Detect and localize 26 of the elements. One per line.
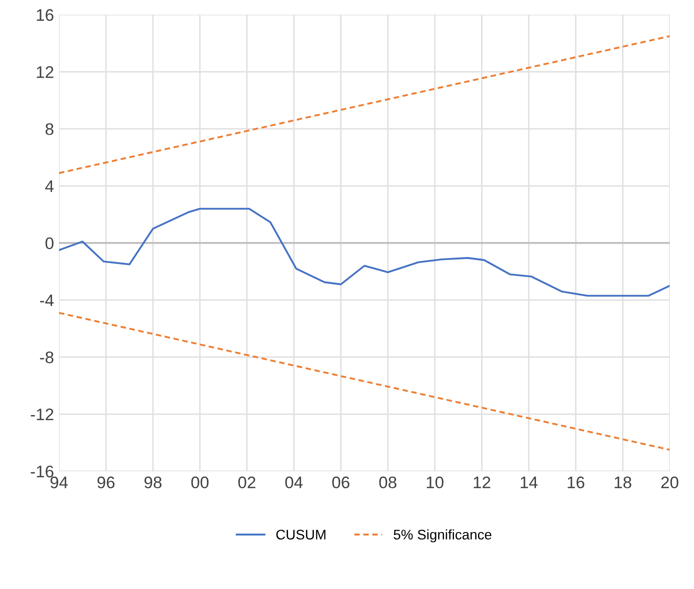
- line-series: [58, 208, 670, 297]
- y-tick-label: -4: [40, 294, 54, 306]
- x-tick-label: 96: [97, 476, 115, 488]
- x-tick-label: 00: [191, 476, 209, 488]
- x-tick-label: 94: [50, 476, 68, 488]
- y-tick-label: 16: [36, 9, 54, 21]
- y-tick-label: 12: [36, 66, 54, 78]
- x-tick-label: 14: [520, 476, 538, 488]
- x-tick-label: 12: [474, 476, 490, 488]
- x-tick-label: 98: [144, 476, 162, 488]
- x-tick-label: 10: [426, 476, 444, 488]
- legend-label: 5% Significance: [394, 529, 492, 542]
- y-tick-label: 8: [46, 123, 54, 136]
- x-tick-label: 02: [238, 476, 256, 488]
- x-tick-label: 16: [568, 476, 584, 488]
- x-tick-label: 20: [661, 476, 678, 488]
- x-tick-label: 04: [285, 476, 303, 488]
- y-tick-label: -12: [30, 408, 54, 420]
- y-tick-label: 4: [45, 180, 54, 192]
- x-tick-label: 18: [614, 476, 632, 488]
- y-tick-label: -16: [30, 466, 54, 478]
- legend-label: CUSUM: [276, 530, 326, 540]
- y-tick-label: -8: [40, 351, 54, 364]
- x-tick-label: 08: [379, 476, 396, 488]
- x-tick-label: 06: [332, 476, 350, 488]
- y-tick-label: 0: [46, 237, 54, 250]
